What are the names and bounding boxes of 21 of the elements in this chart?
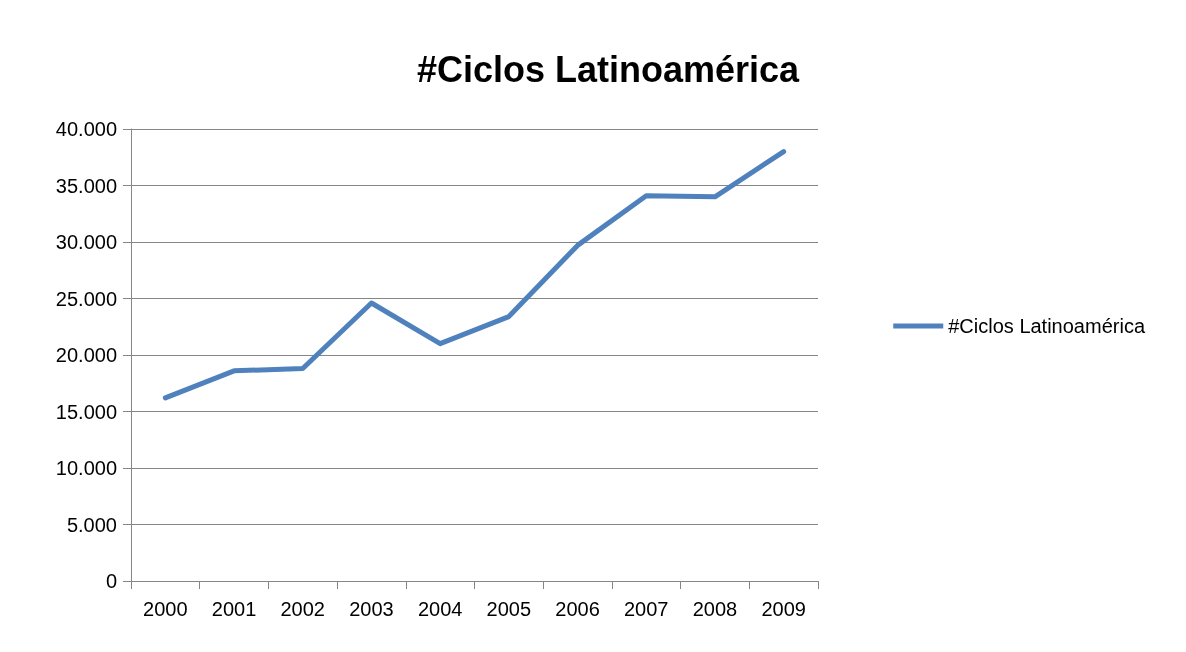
y-tick-label: 5.000 — [66, 513, 117, 536]
y-tick-label: 0 — [105, 570, 117, 592]
x-tick-label: 2005 — [486, 598, 532, 620]
y-tick-label: 40.000 — [55, 118, 117, 140]
x-tick-label: 2004 — [417, 598, 463, 620]
x-tick-label: 2003 — [349, 598, 394, 620]
y-tick-label: 20.000 — [55, 344, 117, 366]
x-tick-label: 2000 — [143, 598, 188, 620]
x-tick-label: 2008 — [692, 598, 738, 620]
y-tick-label: 35.000 — [55, 174, 117, 197]
x-tick-label: 2001 — [211, 598, 257, 620]
x-tick-label: 2007 — [624, 598, 669, 620]
y-tick-label: 25.000 — [55, 287, 117, 310]
y-tick-label: 15.000 — [55, 400, 117, 423]
y-tick-label: 30.000 — [55, 231, 117, 253]
x-tick-label: 2009 — [761, 598, 806, 620]
y-tick-label: 10.000 — [55, 457, 117, 479]
x-tick-label: 2002 — [280, 598, 325, 620]
legend-label: #Ciclos Latinoamérica — [948, 315, 1146, 337]
chart-title: #Ciclos Latinoamérica — [416, 48, 801, 90]
x-tick-label: 2006 — [555, 598, 600, 620]
